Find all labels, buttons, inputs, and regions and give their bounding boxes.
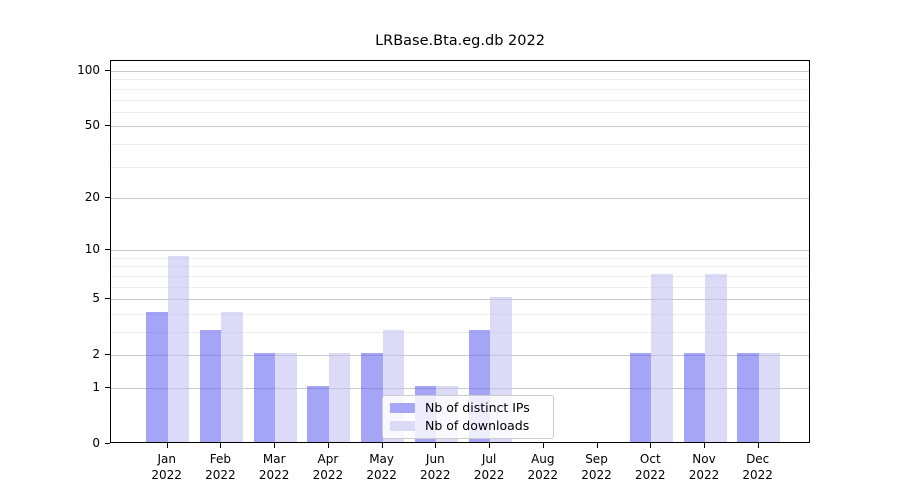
x-axis-tick-label: Jul 2022 [473, 452, 505, 482]
y-axis-tick [105, 125, 110, 127]
bar-distinct-ips-apr [307, 386, 329, 442]
plot-area: Nb of distinct IPs Nb of downloads [110, 60, 810, 443]
y-axis-tick-label: 0 [92, 436, 100, 450]
y-axis-tick-label: 100 [77, 63, 100, 77]
x-axis-tick-label: Jan 2022 [151, 452, 182, 482]
bar-distinct-ips-nov [683, 353, 705, 442]
x-axis-tick [704, 443, 705, 448]
x-axis-tick [489, 443, 491, 448]
legend: Nb of distinct IPs Nb of downloads [382, 395, 554, 439]
gridline-minor [111, 166, 809, 168]
y-axis-tick-label: 2 [92, 347, 100, 362]
bar-downloads-oct [651, 273, 673, 442]
x-axis-tick [274, 443, 276, 448]
y-axis-tick [105, 70, 110, 71]
gridline-minor [111, 313, 809, 315]
gridline-minor [111, 79, 809, 81]
gridline-minor [111, 99, 809, 101]
gridline-minor [111, 111, 809, 113]
y-axis-tick-label: 20 [84, 189, 100, 204]
x-axis-tick-label: Feb 2022 [205, 452, 236, 482]
y-axis-tick-label: 50 [84, 118, 100, 133]
x-axis-tick-label: May 2022 [366, 452, 397, 482]
gridline-minor [111, 257, 809, 259]
x-axis-tick [596, 443, 598, 448]
gridline-minor [111, 275, 809, 277]
y-axis-tick [105, 196, 110, 198]
bar-downloads-mar [275, 353, 297, 442]
y-axis-tick [105, 354, 110, 356]
x-axis-tick [435, 443, 437, 448]
bar-distinct-ips-jan [146, 311, 168, 442]
gridline-minor [111, 88, 809, 90]
y-axis-tick [105, 249, 110, 251]
x-axis-tick-label: Mar 2022 [258, 452, 290, 482]
y-axis-tick-label: 10 [84, 242, 100, 257]
x-axis-tick [381, 443, 383, 448]
legend-swatch-downloads [390, 421, 415, 432]
x-axis-tick-label: Apr 2022 [312, 452, 344, 482]
legend-label-distinct-ips: Nb of distinct IPs [425, 399, 530, 415]
gridline-major [111, 126, 809, 128]
x-axis-tick-label: Sep 2022 [581, 452, 612, 482]
legend-label-downloads: Nb of downloads [425, 418, 530, 434]
x-axis-tick [327, 443, 329, 448]
bar-distinct-ips-oct [629, 353, 652, 442]
bar-downloads-nov [705, 273, 727, 442]
x-axis-tick [166, 443, 168, 448]
gridline-minor [111, 143, 809, 145]
legend-item-distinct-ips: Nb of distinct IPs [383, 399, 553, 415]
bar-downloads-jan [167, 255, 190, 442]
x-axis-tick [757, 443, 759, 448]
x-axis-tick-label: Jun 2022 [420, 452, 451, 482]
gridline-minor [111, 266, 809, 268]
bar-downloads-apr [328, 353, 351, 442]
legend-item-downloads: Nb of downloads [383, 419, 553, 433]
x-axis-tick-label: Nov 2022 [688, 452, 720, 482]
gridline-major [111, 299, 809, 301]
bar-downloads-feb [221, 311, 243, 442]
bar-distinct-ips-mar [253, 353, 276, 442]
gridline-major [111, 250, 809, 252]
gridline-minor [111, 286, 809, 288]
x-axis-tick [542, 443, 544, 448]
bar-distinct-ips-feb [199, 330, 222, 442]
chart-title: LRBase.Bta.eg.db 2022 [375, 33, 545, 49]
y-axis-tick-label: 1 [92, 380, 100, 394]
y-axis-tick [105, 387, 110, 388]
bar-distinct-ips-may [361, 353, 383, 442]
legend-swatch-distinct-ips [390, 402, 415, 413]
x-axis-tick [650, 443, 652, 448]
y-axis-tick [105, 443, 110, 444]
y-axis-tick [105, 298, 110, 300]
y-axis-tick-label: 5 [92, 291, 100, 306]
x-axis-tick-label: Dec 2022 [742, 452, 773, 482]
gridline-minor [111, 332, 809, 333]
gridline-major [111, 197, 809, 199]
bar-downloads-dec [758, 353, 781, 442]
gridline-major [111, 355, 809, 357]
x-axis-tick-label: Oct 2022 [635, 452, 666, 482]
x-axis-tick [220, 443, 222, 448]
gridline-major [111, 388, 809, 389]
bar-distinct-ips-dec [737, 353, 759, 442]
gridline-major [111, 71, 809, 72]
x-axis-tick-label: Aug 2022 [527, 452, 559, 482]
